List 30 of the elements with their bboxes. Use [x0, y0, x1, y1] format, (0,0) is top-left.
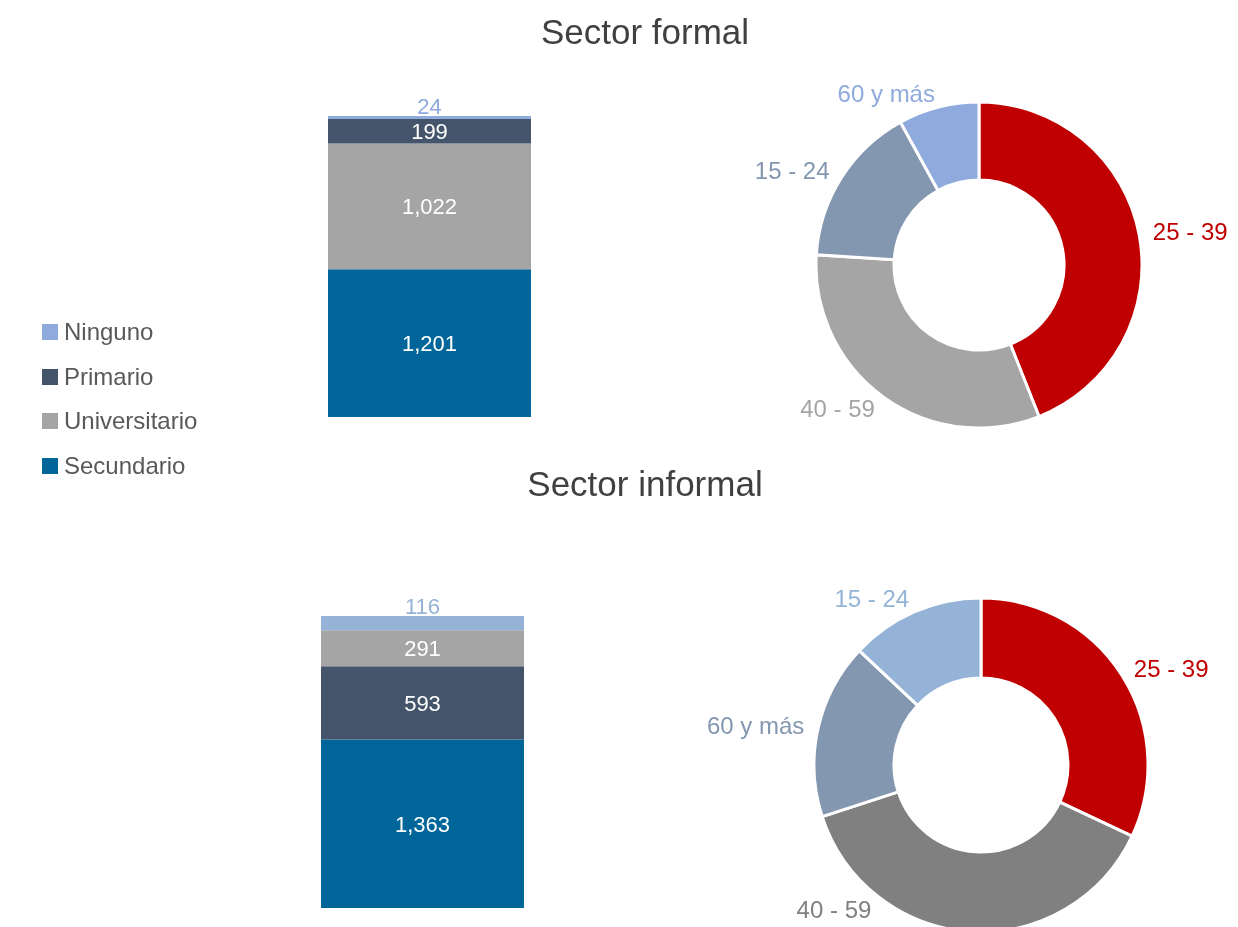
- data-label: 593: [404, 690, 441, 716]
- slice-label: 60 y más: [837, 80, 935, 108]
- legend-label: Universitario: [64, 407, 198, 436]
- legend-label: Secundario: [64, 451, 186, 480]
- data-label: 1,201: [401, 330, 458, 356]
- data-label: 1,363: [394, 811, 451, 837]
- bar: [328, 269, 531, 417]
- legend-label: Ninguno: [64, 318, 154, 347]
- slice-label: 40 - 59: [796, 895, 872, 923]
- legend-label: Primario: [64, 362, 154, 391]
- slice-label: 60 y más: [706, 712, 805, 740]
- text: Sector formal: [539, 12, 751, 52]
- bar: [321, 616, 524, 631]
- slice-label: 25 - 39: [1152, 218, 1228, 246]
- data-label: 291: [404, 636, 441, 662]
- slice-label: 40 - 59: [800, 394, 875, 422]
- bar: [328, 116, 531, 119]
- bar: [328, 143, 531, 270]
- bar: [321, 739, 524, 908]
- data-label: 116: [404, 594, 441, 619]
- bar: [321, 666, 524, 740]
- data-label: 199: [411, 119, 448, 145]
- slice-label: 25 - 39: [1133, 654, 1209, 682]
- bar: [321, 630, 524, 667]
- bar: [328, 118, 531, 144]
- data-label: 24: [417, 94, 442, 119]
- text: Sector informal: [527, 464, 763, 503]
- data-label: 1,022: [401, 194, 458, 220]
- slice-label: 15 - 24: [834, 585, 910, 613]
- slice-label: 15 - 24: [754, 156, 830, 184]
